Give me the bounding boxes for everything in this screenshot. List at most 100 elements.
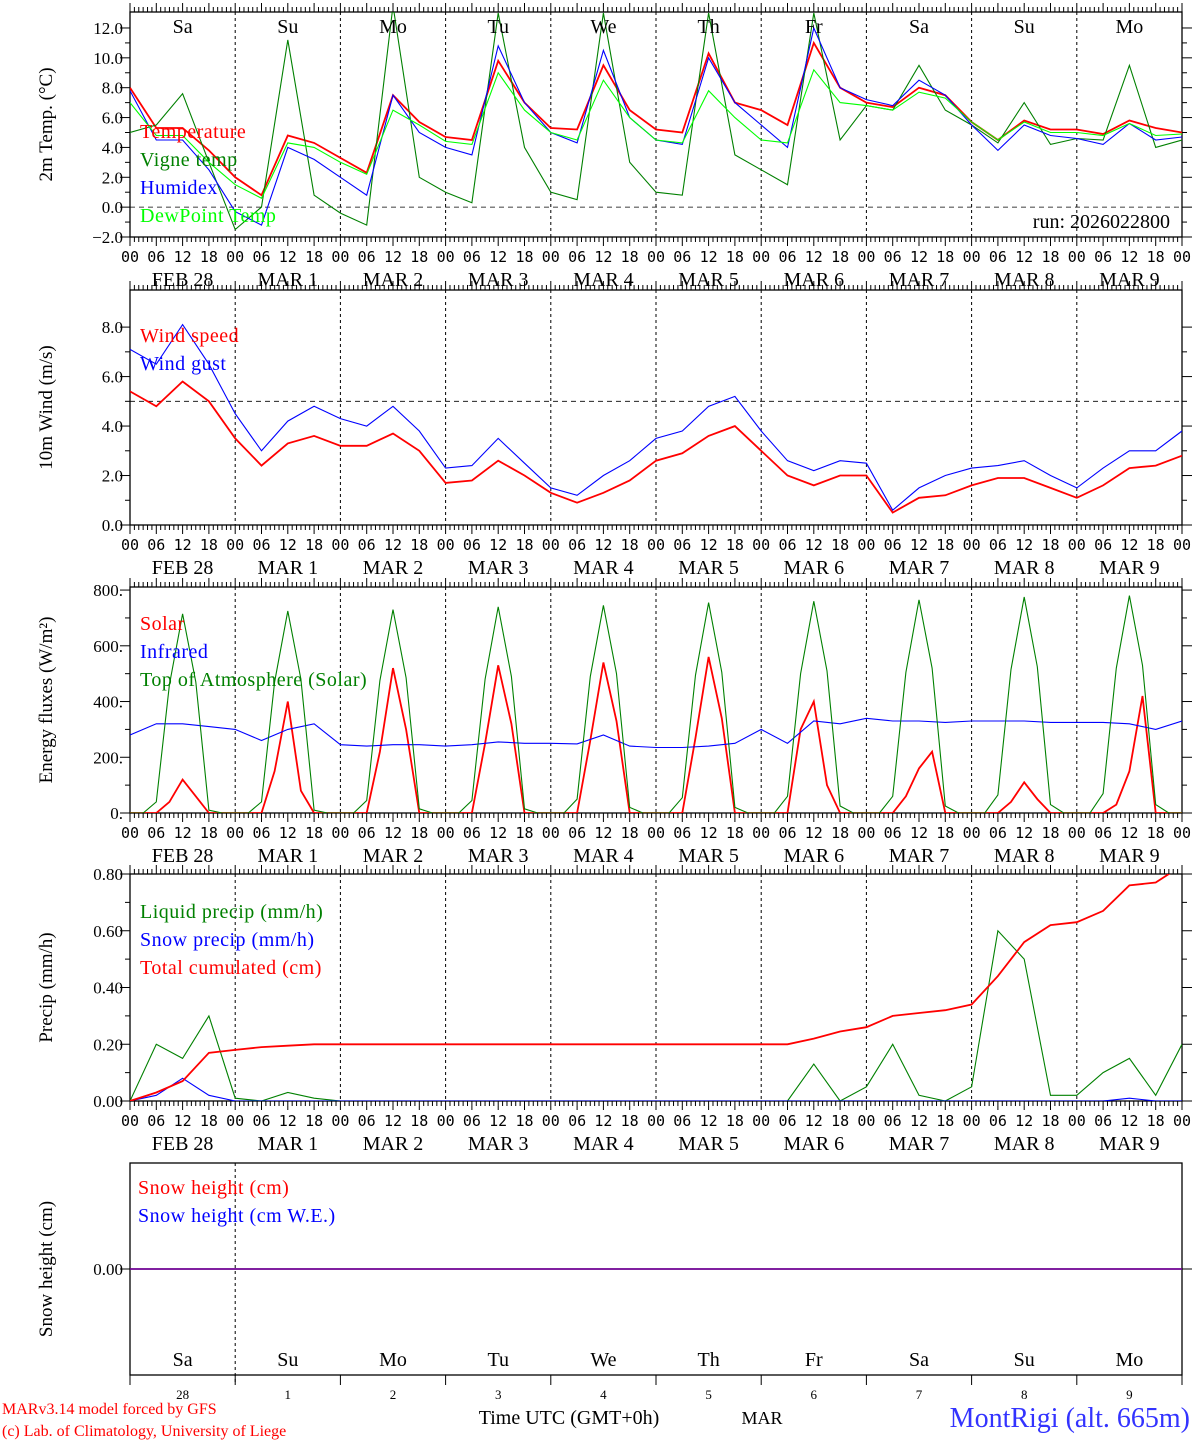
date-label: MAR 2 bbox=[363, 1133, 424, 1155]
date-label: MAR 7 bbox=[889, 1133, 950, 1155]
series-line-wind-gust bbox=[130, 323, 1182, 512]
hour-tick-label: 12 bbox=[594, 248, 612, 266]
hour-tick-label: 00 bbox=[1173, 1112, 1191, 1130]
hour-tick-label: 18 bbox=[1147, 536, 1165, 554]
hour-tick-label: 06 bbox=[673, 1112, 691, 1130]
hour-tick-label: 12 bbox=[279, 536, 297, 554]
hour-tick-label: 00 bbox=[1068, 824, 1086, 842]
day-name: Th bbox=[697, 1349, 719, 1371]
day-name: Mo bbox=[1116, 1349, 1144, 1371]
day-name: Tu bbox=[487, 1349, 509, 1371]
y-axis-label: 10m Wind (m/s) bbox=[36, 345, 57, 470]
hour-tick-label: 06 bbox=[568, 536, 586, 554]
date-label: MAR 6 bbox=[784, 1133, 845, 1155]
date-label: MAR 8 bbox=[994, 557, 1055, 579]
hour-tick-label: 00 bbox=[437, 824, 455, 842]
time-axis-label: Time UTC (GMT+0h) bbox=[479, 1407, 660, 1429]
hour-tick-label: 12 bbox=[1015, 536, 1033, 554]
panel-5: Sa Su Mo Tu We Th Fr Sa Su Mo 28 1 2 3 4 5 6 7 8 9 0.00 Snow … bbox=[36, 1162, 1192, 1402]
day-number: 9 bbox=[1126, 1387, 1133, 1402]
date-label: FEB 28 bbox=[152, 269, 214, 291]
hour-tick-label: 00 bbox=[857, 248, 875, 266]
day-name: Tu bbox=[487, 16, 509, 38]
hour-tick-label: 18 bbox=[410, 1112, 428, 1130]
series-line-temperature bbox=[130, 40, 1182, 197]
hour-tick-label: 00 bbox=[752, 824, 770, 842]
hour-tick-label: 18 bbox=[1041, 824, 1059, 842]
hour-tick-label: 18 bbox=[936, 1112, 954, 1130]
hour-tick-label: 06 bbox=[358, 824, 376, 842]
hour-tick-label: 00 bbox=[752, 1112, 770, 1130]
hour-tick-label: 00 bbox=[752, 248, 770, 266]
hour-tick-label: 00 bbox=[121, 248, 139, 266]
y-tick-label: −2.0 bbox=[92, 228, 123, 247]
day-name: We bbox=[590, 16, 616, 38]
hour-tick-label: 12 bbox=[805, 824, 823, 842]
date-label: MAR 2 bbox=[363, 557, 424, 579]
day-number: 5 bbox=[705, 1387, 712, 1402]
series-line-total-cumulated-cm bbox=[130, 874, 1171, 1101]
hour-tick-label: 00 bbox=[542, 536, 560, 554]
hour-tick-label: 00 bbox=[647, 536, 665, 554]
hour-tick-label: 00 bbox=[1173, 248, 1191, 266]
hour-tick-label: 00 bbox=[121, 1112, 139, 1130]
date-label: MAR 3 bbox=[468, 269, 529, 291]
y-tick-label: 0.40 bbox=[93, 979, 123, 998]
hour-tick-label: 12 bbox=[700, 536, 718, 554]
hour-tick-label: 12 bbox=[1120, 536, 1138, 554]
legend-entry: DewPoint Temp bbox=[140, 205, 276, 227]
hour-tick-label: 18 bbox=[621, 536, 639, 554]
legend-entry: Wind gust bbox=[140, 353, 226, 375]
series-line-wind-speed bbox=[130, 380, 1182, 514]
hour-tick-label: 00 bbox=[857, 1112, 875, 1130]
date-label: MAR 4 bbox=[573, 557, 634, 579]
hour-tick-label: 00 bbox=[963, 1112, 981, 1130]
date-label: MAR 7 bbox=[889, 557, 950, 579]
date-label: MAR 2 bbox=[363, 845, 424, 867]
hour-tick-label: 18 bbox=[410, 824, 428, 842]
legend-entry: Temperature bbox=[140, 121, 246, 143]
hour-tick-label: 18 bbox=[200, 248, 218, 266]
y-tick-label: 200. bbox=[93, 748, 123, 767]
hour-tick-label: 12 bbox=[805, 248, 823, 266]
hour-tick-label: 18 bbox=[726, 824, 744, 842]
hour-tick-label: 06 bbox=[673, 824, 691, 842]
date-label: MAR 4 bbox=[573, 845, 634, 867]
y-tick-label: 6.0 bbox=[102, 368, 123, 387]
date-label: MAR 5 bbox=[678, 557, 739, 579]
hour-tick-label: 00 bbox=[647, 248, 665, 266]
y-tick-label: 0.0 bbox=[102, 198, 123, 217]
y-tick-label: 600. bbox=[93, 637, 123, 656]
series-line-top-of-atmosphere-solar bbox=[130, 595, 1182, 813]
hour-tick-label: 00 bbox=[331, 1112, 349, 1130]
hour-tick-label: 18 bbox=[726, 536, 744, 554]
hour-tick-label: 12 bbox=[384, 536, 402, 554]
hour-tick-label: 00 bbox=[226, 1112, 244, 1130]
date-label: FEB 28 bbox=[152, 1133, 214, 1155]
hour-tick-label: 00 bbox=[542, 1112, 560, 1130]
hour-tick-label: 06 bbox=[147, 1112, 165, 1130]
hour-tick-label: 06 bbox=[252, 1112, 270, 1130]
hour-tick-label: 12 bbox=[384, 824, 402, 842]
date-label: MAR 7 bbox=[889, 269, 950, 291]
hour-tick-label: 06 bbox=[358, 1112, 376, 1130]
hour-tick-label: 00 bbox=[857, 536, 875, 554]
date-label: FEB 28 bbox=[152, 845, 214, 867]
hour-tick-label: 06 bbox=[147, 824, 165, 842]
hour-tick-label: 00 bbox=[121, 536, 139, 554]
hour-tick-label: 06 bbox=[463, 248, 481, 266]
hour-tick-label: 06 bbox=[989, 1112, 1007, 1130]
hour-tick-label: 18 bbox=[831, 536, 849, 554]
hour-tick-label: 12 bbox=[279, 248, 297, 266]
hour-tick-label: 18 bbox=[305, 824, 323, 842]
y-tick-label: 10.0 bbox=[93, 49, 123, 68]
legend-entry: Top of Atmosphere (Solar) bbox=[140, 669, 367, 691]
hour-tick-label: 06 bbox=[252, 824, 270, 842]
hour-tick-label: 12 bbox=[1015, 248, 1033, 266]
day-number: 1 bbox=[285, 1387, 292, 1402]
hour-tick-label: 18 bbox=[515, 1112, 533, 1130]
date-label: MAR 9 bbox=[1099, 1133, 1160, 1155]
hour-tick-label: 06 bbox=[989, 536, 1007, 554]
hour-tick-label: 06 bbox=[778, 536, 796, 554]
